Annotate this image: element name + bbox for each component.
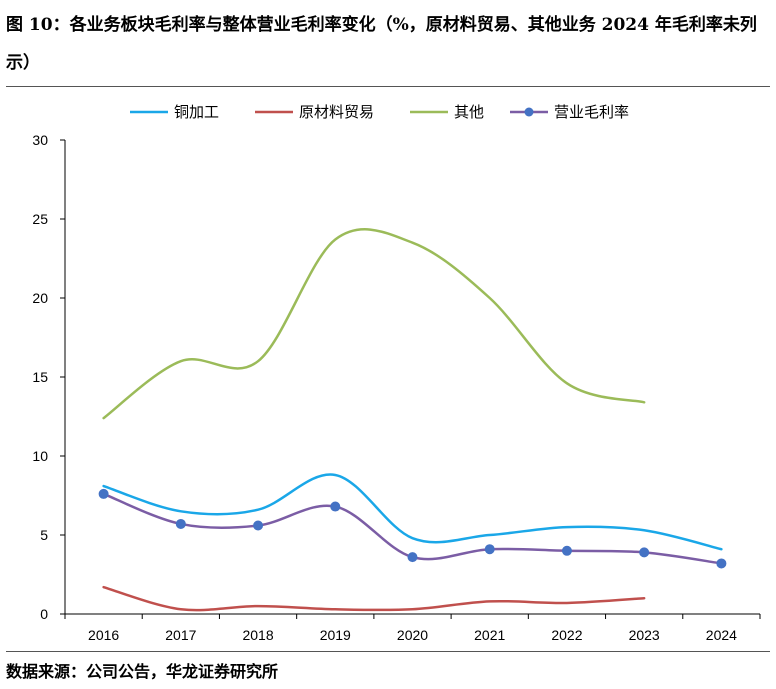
x-axis: 2016 2017 2018 2019 2020 2021 2022 2023 2024 <box>64 613 761 643</box>
data-point-total <box>561 545 572 556</box>
y-tick-label: 0 <box>40 606 48 622</box>
legend-label-other: 其他 <box>454 103 484 121</box>
x-tick-label: 2022 <box>551 627 582 643</box>
y-tick-label: 10 <box>32 448 48 464</box>
y-tick-label: 25 <box>32 211 48 227</box>
x-tick-label: 2017 <box>165 627 196 643</box>
series-line-trade <box>102 585 646 612</box>
data-point-total <box>253 520 264 531</box>
data-point-total <box>639 547 650 558</box>
plot-area <box>98 228 727 612</box>
series-line-other <box>102 228 646 420</box>
y-tick-label: 5 <box>40 527 48 543</box>
y-tick-label: 15 <box>32 369 48 385</box>
x-tick-label: 2023 <box>629 627 660 643</box>
data-point-total <box>98 488 109 499</box>
legend-label-copper: 铜加工 <box>174 103 219 121</box>
x-tick-label: 2019 <box>320 627 351 643</box>
y-tick-label: 20 <box>32 290 48 306</box>
legend-label-total: 营业毛利率 <box>554 103 629 121</box>
x-tick-label: 2021 <box>474 627 505 643</box>
x-tick-label: 2016 <box>88 627 119 643</box>
data-point-total <box>330 501 341 512</box>
data-point-total <box>716 558 727 569</box>
legend-marker-total <box>524 107 534 117</box>
x-tick-label: 2018 <box>242 627 273 643</box>
x-tick-label: 2024 <box>706 627 737 643</box>
y-axis: 0 5 10 15 20 25 30 <box>32 132 66 622</box>
figure-title: 图 10：各业务板块毛利率与整体营业毛利率变化（%，原材料贸易、其他业务 202… <box>6 15 757 73</box>
data-point-total <box>484 544 495 555</box>
y-tick-label: 30 <box>32 132 48 148</box>
data-point-total <box>407 552 418 563</box>
title-divider <box>6 86 770 87</box>
data-source: 数据来源：公司公告，华龙证券研究所 <box>6 662 279 681</box>
x-tick-label: 2020 <box>397 627 428 643</box>
source-divider <box>6 651 770 652</box>
series-line-copper <box>102 473 723 551</box>
legend-label-trade: 原材料贸易 <box>299 103 374 121</box>
data-point-total <box>175 518 186 529</box>
chart-legend: 铜加工 原材料贸易 其他 营业毛利率 <box>130 103 629 121</box>
